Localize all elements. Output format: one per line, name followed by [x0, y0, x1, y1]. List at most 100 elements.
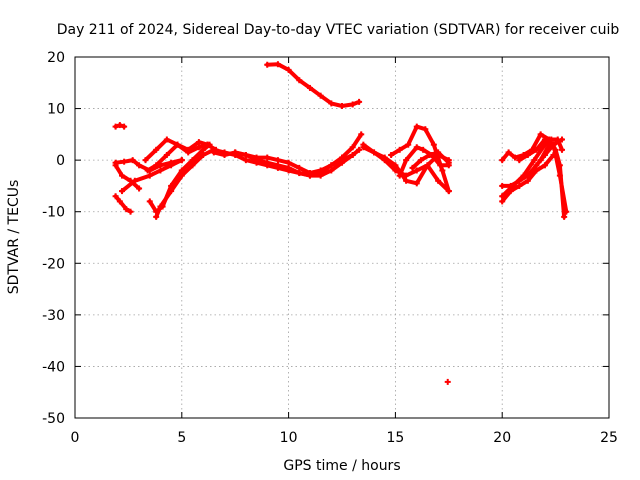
data-point: [339, 102, 345, 109]
data-point: [153, 213, 160, 220]
data-point: [163, 151, 170, 158]
data-point: [437, 162, 444, 169]
series-arc-1: [112, 122, 128, 130]
data-point: [439, 167, 446, 174]
data-point: [285, 66, 292, 73]
data-point: [121, 123, 128, 130]
data-point: [552, 146, 559, 153]
data-point: [435, 149, 442, 156]
data-point: [424, 162, 431, 169]
data-point: [516, 157, 523, 164]
data-point: [210, 149, 217, 156]
data-point: [356, 98, 363, 105]
data-point: [405, 141, 412, 148]
data-point: [512, 154, 519, 161]
data-point: [328, 100, 335, 107]
data-point: [116, 122, 123, 129]
data-point: [413, 144, 420, 151]
data-point: [285, 159, 292, 166]
data-point: [168, 188, 175, 195]
data-point: [274, 61, 281, 68]
series-arc-16: [396, 144, 452, 179]
axis-ticks: 0 5 10 15 20 25 -50 -40 -30 -20 -10 0 10 20: [42, 50, 618, 446]
data-point: [296, 77, 303, 84]
data-point: [306, 172, 313, 179]
data-point: [317, 172, 324, 179]
data-point: [418, 157, 425, 164]
data-point: [178, 167, 185, 174]
data-point: [537, 157, 544, 164]
data-point: [531, 157, 538, 164]
data-point: [413, 167, 420, 174]
data-point: [520, 172, 527, 179]
series-line: [265, 62, 362, 108]
data-point: [349, 151, 356, 158]
data-point: [116, 198, 123, 205]
data-point: [371, 149, 378, 156]
data-point: [296, 164, 303, 171]
data-point: [221, 151, 228, 158]
data-point: [274, 162, 281, 169]
series-outlier: [444, 378, 451, 385]
data-point: [339, 154, 345, 161]
data-point: [185, 146, 192, 153]
data-point: [381, 157, 388, 164]
data-point: [556, 162, 563, 169]
data-point: [274, 157, 281, 164]
data-point: [264, 159, 271, 166]
data-point: [392, 167, 399, 174]
data-point: [123, 206, 130, 213]
y-tick-label: -40: [42, 359, 65, 375]
data-point: [541, 136, 548, 143]
data-point: [445, 159, 452, 166]
data-point: [168, 162, 175, 169]
data-point: [505, 149, 512, 156]
data-point: [157, 203, 164, 210]
data-point: [144, 167, 151, 174]
data-point: [163, 136, 170, 143]
data-point: [559, 136, 566, 143]
data-point: [200, 151, 207, 158]
data-point: [136, 162, 143, 169]
data-point: [195, 139, 202, 146]
data-point: [435, 177, 442, 184]
data-point: [358, 131, 365, 138]
data-point: [413, 180, 420, 187]
data-point: [146, 198, 153, 205]
data-point: [157, 167, 164, 174]
y-tick-label: 0: [56, 153, 65, 169]
series-arc-14: [360, 141, 452, 195]
data-point: [356, 146, 363, 153]
data-point: [396, 172, 403, 179]
data-point: [422, 126, 429, 133]
y-tick-label: -30: [42, 308, 65, 324]
grid-lines: [75, 57, 609, 418]
data-point: [533, 162, 540, 169]
series-arc-20: [499, 151, 557, 205]
plot-frame: [74, 56, 610, 419]
data-point: [499, 157, 506, 164]
data-point: [561, 213, 568, 220]
data-point: [524, 151, 531, 158]
x-tick-label: 25: [600, 430, 618, 446]
data-point: [174, 141, 181, 148]
y-tick-label: -50: [42, 411, 65, 427]
data-point: [317, 92, 324, 99]
data-point: [142, 157, 149, 164]
series-arc-11: [232, 149, 356, 179]
y-axis-label: SDTVAR / TECUs: [6, 180, 22, 295]
data-point: [445, 188, 452, 195]
data-point: [349, 144, 356, 151]
x-tick-label: 20: [493, 430, 511, 446]
data-point: [296, 170, 303, 177]
data-point: [131, 177, 138, 184]
x-axis-label: GPS time / hours: [283, 458, 400, 474]
data-point: [306, 84, 313, 91]
data-point: [127, 208, 134, 215]
data-point: [516, 182, 523, 189]
data-point: [328, 167, 335, 174]
data-point: [444, 378, 451, 385]
data-point: [121, 158, 128, 165]
data-point: [349, 101, 356, 108]
